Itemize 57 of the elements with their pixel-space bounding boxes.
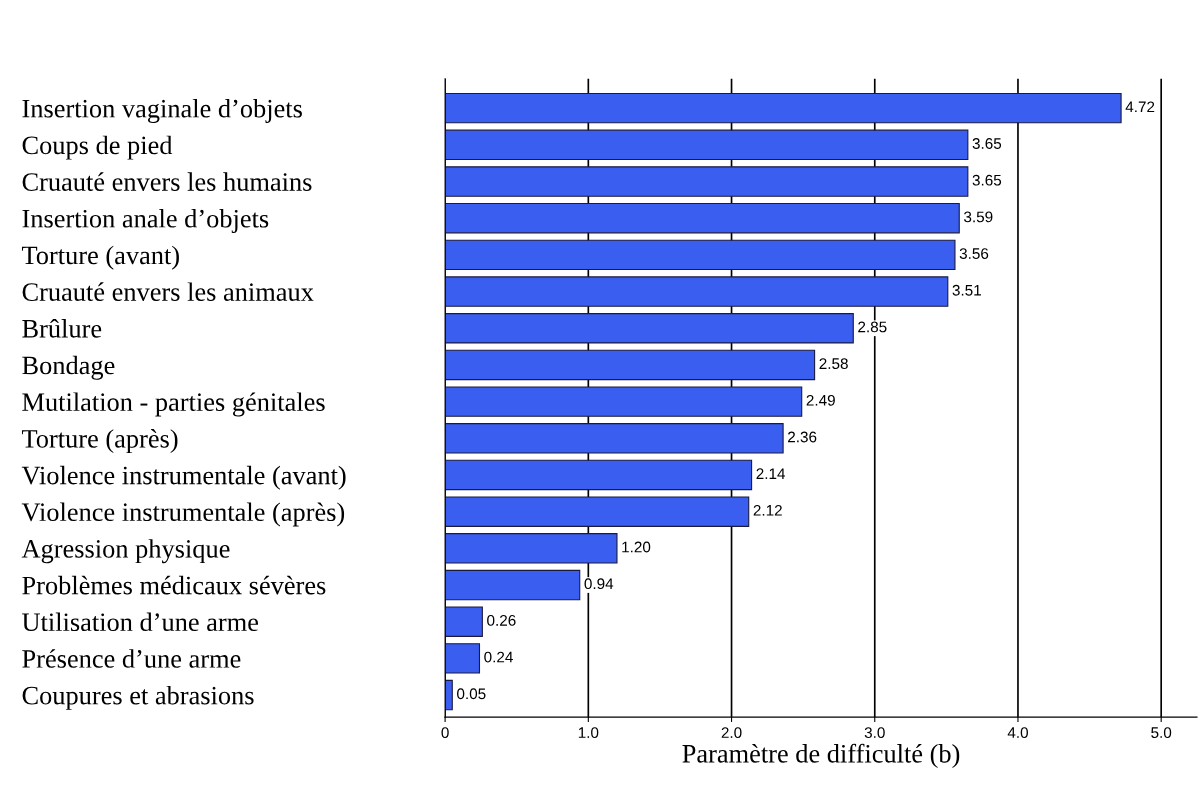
x-axis-title: Paramètre de difficulté (b) <box>682 743 960 769</box>
bar <box>445 92 1122 124</box>
data-label: 2.49 <box>806 394 835 406</box>
bar <box>445 239 956 271</box>
data-label: 1.20 <box>622 541 651 553</box>
bar <box>445 202 960 234</box>
x-tick-label: 4.0 <box>1007 727 1028 739</box>
bar <box>445 533 618 564</box>
data-label: 2.12 <box>753 504 782 516</box>
bar <box>445 276 949 307</box>
x-tick-label: 0 <box>441 727 449 739</box>
y-tick-label: Insertion anale d’objets <box>22 209 269 233</box>
bar <box>445 166 969 197</box>
y-tick-label: Insertion vaginale d’objets <box>22 98 302 123</box>
bar <box>445 459 753 491</box>
y-tick-label: Violence instrumentale (après) <box>21 502 345 527</box>
y-tick-label: Présence d’une arme <box>22 649 241 668</box>
y-tick-label: Violence instrumentale (avant) <box>21 465 346 490</box>
y-tick-label: Brûlure <box>22 319 102 338</box>
x-tick-label: 1.0 <box>578 727 599 739</box>
data-label: 0.24 <box>484 651 513 663</box>
y-tick-label: Utilisation d’une arme <box>22 612 259 632</box>
bar <box>445 129 969 161</box>
data-label: 2.85 <box>858 321 887 333</box>
bar <box>445 423 784 454</box>
y-tick-label: Cruauté envers les humains <box>22 172 312 191</box>
bar <box>445 386 803 417</box>
data-label: 3.65 <box>972 174 1002 186</box>
y-tick-label: Bondage <box>22 355 115 380</box>
data-label: 3.59 <box>964 211 993 223</box>
y-tick-label: Problèmes médicaux sévères <box>22 575 326 595</box>
y-tick-label: Coupures et abrasions <box>22 685 254 710</box>
x-tick-label: 3.0 <box>864 727 885 739</box>
x-tick-label: 5.0 <box>1151 727 1172 739</box>
data-label: 0.05 <box>457 688 486 700</box>
data-label: 3.56 <box>959 248 989 259</box>
data-label: 4.72 <box>1125 101 1155 113</box>
bar <box>445 679 453 711</box>
data-label: 0.94 <box>584 578 614 590</box>
y-tick-label: Torture (avant) <box>21 245 179 270</box>
y-tick-label: Torture (après) <box>21 429 178 454</box>
data-label: 2.36 <box>788 431 817 443</box>
bar <box>445 496 750 527</box>
y-tick-label: Agression physique <box>21 539 230 564</box>
x-tick-label: 2.0 <box>721 727 742 739</box>
y-tick-label: Coups de pied <box>22 135 173 160</box>
bar <box>445 606 483 637</box>
data-label: 3.65 <box>972 138 1002 149</box>
data-label: 3.51 <box>952 284 981 296</box>
bar <box>445 349 816 381</box>
data-label: 2.14 <box>756 468 786 479</box>
data-label: 0.26 <box>487 614 516 626</box>
bar <box>445 569 581 601</box>
bar <box>445 313 854 344</box>
y-tick-label: Mutilation - parties génitales <box>22 392 325 417</box>
y-tick-label: Cruauté envers les animaux <box>22 282 314 301</box>
data-label: 2.58 <box>819 358 848 370</box>
